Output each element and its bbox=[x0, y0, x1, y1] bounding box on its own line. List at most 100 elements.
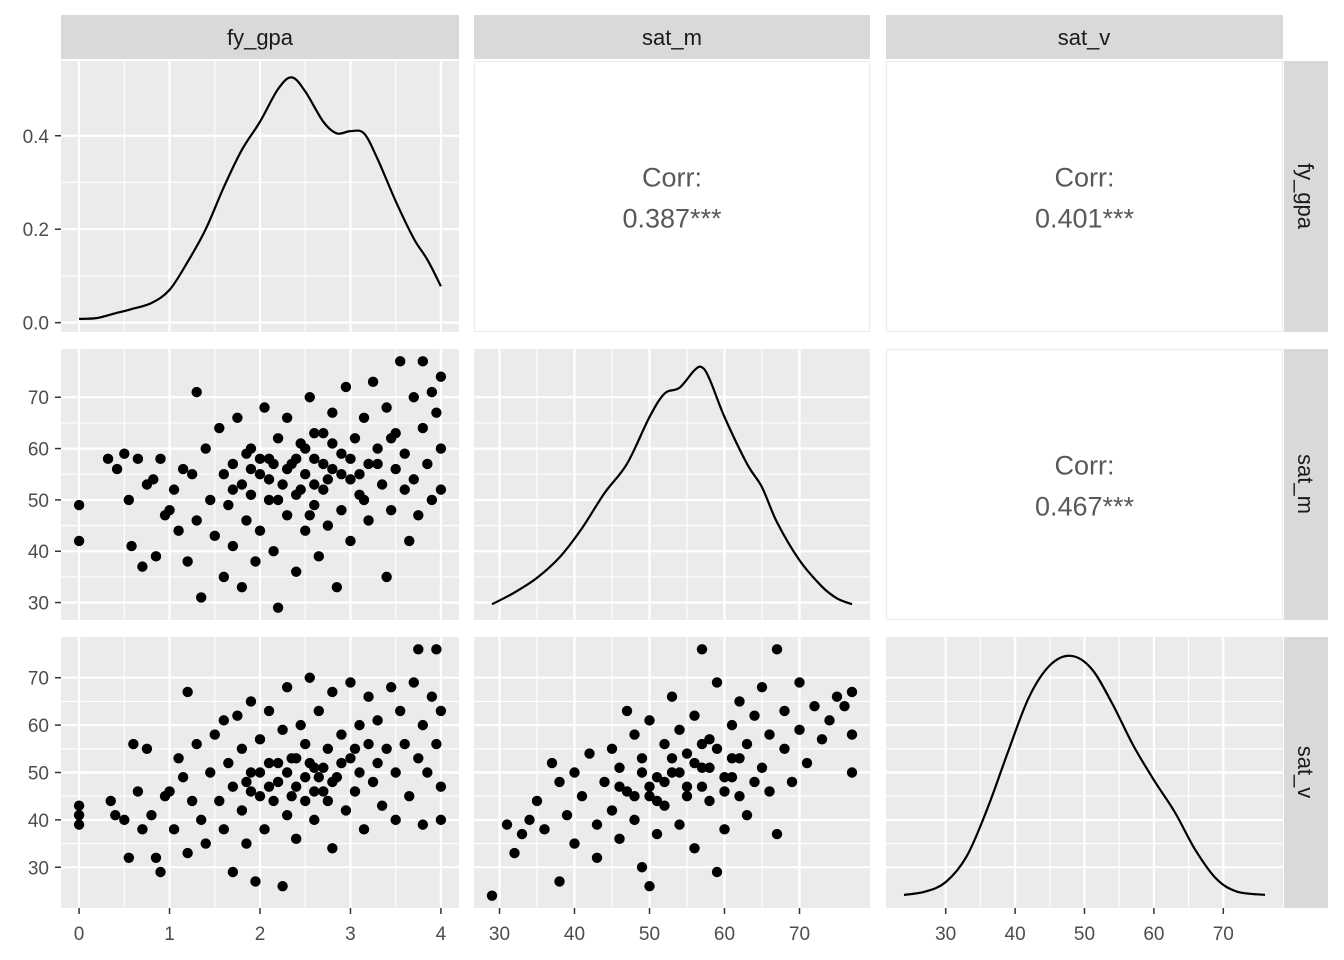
scatter-point bbox=[376, 479, 388, 490]
scatter-point bbox=[390, 767, 401, 778]
scatter-point bbox=[286, 790, 297, 802]
scatter-point bbox=[435, 484, 447, 495]
scatter-point bbox=[309, 499, 320, 511]
scatter-point bbox=[268, 795, 279, 807]
panel-fy_gpa-sat_v: Corr: 0.401*** bbox=[885, 60, 1284, 333]
scatter-point bbox=[644, 781, 655, 792]
scatter-point bbox=[209, 530, 220, 542]
scatter-point bbox=[363, 691, 374, 702]
panel-sat_v-sat_m bbox=[474, 637, 870, 908]
scatter-point bbox=[322, 520, 334, 531]
corr-value: 0.401*** bbox=[1035, 204, 1135, 234]
scatter-point bbox=[177, 463, 189, 475]
scatter-point bbox=[123, 852, 135, 863]
scatter-point bbox=[223, 499, 234, 511]
scatter-point bbox=[327, 438, 338, 449]
scatter-point bbox=[689, 710, 700, 721]
scatter-point bbox=[259, 824, 270, 835]
scatter-point bbox=[227, 866, 239, 878]
scatter-point bbox=[749, 710, 760, 721]
scatter-point bbox=[408, 474, 419, 485]
corr-label: Corr: bbox=[1055, 163, 1115, 193]
scatter-point bbox=[290, 453, 302, 465]
scatter-point bbox=[227, 484, 239, 495]
scatter-point bbox=[232, 412, 243, 423]
scatter-point bbox=[309, 427, 320, 439]
scatter-point bbox=[779, 705, 790, 717]
scatter-point bbox=[254, 790, 266, 802]
scatter-point bbox=[268, 546, 279, 557]
scatter-point bbox=[372, 443, 383, 454]
row-strips: fy_gpa sat_m sat_v bbox=[1284, 61, 1328, 908]
scatter-point bbox=[272, 776, 284, 788]
scatter-point bbox=[281, 463, 293, 475]
scatter-point bbox=[164, 786, 175, 797]
scatter-point bbox=[304, 757, 315, 769]
scatter-point bbox=[277, 881, 288, 892]
scatter-point bbox=[372, 757, 383, 769]
scatter-point bbox=[322, 743, 334, 755]
scatter-point bbox=[741, 809, 753, 821]
scatter-point bbox=[110, 809, 121, 821]
strip-row-sat_v-bg bbox=[1284, 637, 1328, 908]
scatter-point bbox=[435, 371, 447, 382]
x-tick-label: 40 bbox=[1005, 924, 1026, 945]
scatter-point bbox=[318, 484, 329, 495]
scatter-point bbox=[150, 551, 162, 562]
scatter-point bbox=[272, 433, 284, 444]
scatter-point bbox=[385, 504, 397, 516]
scatter-point bbox=[599, 776, 610, 788]
scatter-point bbox=[164, 504, 175, 516]
x-tick-label: 1 bbox=[164, 924, 175, 945]
scatter-point bbox=[295, 719, 306, 731]
scatter-point bbox=[486, 890, 498, 901]
scatter-point bbox=[726, 719, 738, 731]
scatter-point bbox=[704, 795, 715, 807]
scatter-point bbox=[629, 729, 640, 740]
scatter-point bbox=[711, 677, 723, 688]
scatter-point bbox=[591, 819, 603, 830]
scatter-point bbox=[363, 515, 374, 526]
scatter-point bbox=[236, 581, 248, 593]
scatter-point bbox=[345, 677, 356, 688]
scatter-point bbox=[734, 790, 745, 802]
scatter-point bbox=[674, 819, 685, 830]
scatter-point bbox=[569, 838, 580, 849]
scatter-point bbox=[561, 809, 573, 821]
scatter-point bbox=[102, 453, 114, 465]
y-tick-label: 0.4 bbox=[23, 127, 50, 148]
scatter-point bbox=[741, 738, 753, 750]
y-tick-label: 40 bbox=[28, 542, 49, 563]
scatter-point bbox=[404, 535, 415, 547]
x-tick-label: 30 bbox=[935, 924, 956, 945]
scatter-point bbox=[381, 571, 392, 583]
scatter-point bbox=[141, 743, 153, 755]
scatter-point bbox=[281, 510, 293, 521]
scatter-point bbox=[354, 469, 365, 480]
scatter-point bbox=[322, 795, 334, 807]
scatter-point bbox=[569, 767, 580, 778]
scatter-point bbox=[191, 738, 202, 750]
scatter-point bbox=[756, 762, 768, 773]
scatter-point bbox=[846, 729, 858, 740]
scatter-point bbox=[435, 705, 447, 717]
y-tick-label: 50 bbox=[28, 764, 49, 785]
strip-row-fy_gpa-label: fy_gpa bbox=[1293, 163, 1318, 230]
scatter-point bbox=[704, 762, 715, 773]
scatter-point bbox=[644, 881, 655, 892]
scatter-point bbox=[771, 828, 783, 840]
scatter-point bbox=[846, 767, 858, 778]
scatter-point bbox=[196, 592, 207, 603]
scatter-point bbox=[290, 566, 302, 577]
y-tick-label: 60 bbox=[28, 716, 49, 737]
strip-col-sat_m-bg bbox=[474, 15, 870, 59]
scatter-point bbox=[422, 767, 433, 778]
scatter-point bbox=[331, 581, 343, 593]
scatter-point bbox=[300, 443, 311, 454]
panel-sat_m-sat_v: Corr: 0.467*** bbox=[885, 348, 1284, 621]
scatter-point bbox=[295, 484, 306, 495]
scatter-point bbox=[327, 843, 338, 854]
scatter-point bbox=[327, 776, 338, 788]
scatter-point bbox=[254, 734, 266, 745]
x-tick-label: 3 bbox=[345, 924, 356, 945]
